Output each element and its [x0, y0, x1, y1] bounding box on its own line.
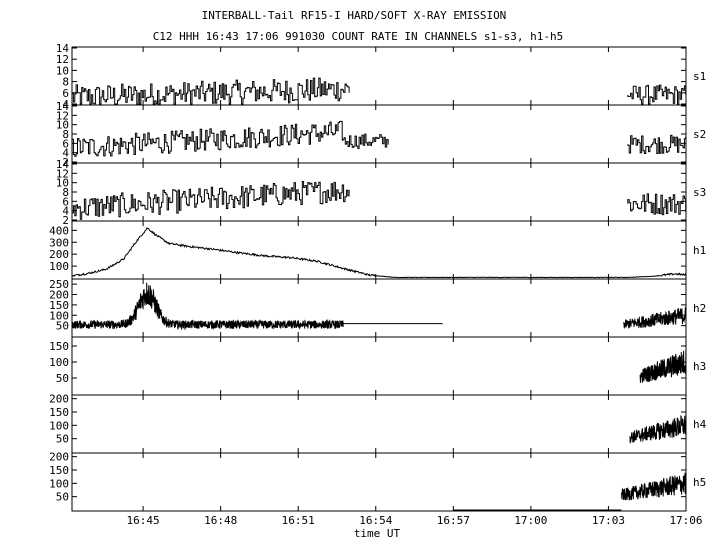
y-tick-label: 10 — [56, 64, 69, 77]
panel-frame-h3 — [71, 336, 687, 396]
channel-label-s3: s3 — [693, 186, 706, 199]
chart-title: INTERBALL-Tail RF15-I HARD/SOFT X-RAY EM… — [202, 9, 507, 22]
x-tick-label: 16:57 — [437, 514, 470, 527]
series-line-s1 — [627, 84, 687, 105]
series-line-h2 — [623, 306, 687, 329]
y-tick-label: 250 — [49, 278, 69, 291]
y-tick-label: 4 — [62, 205, 69, 218]
y-tick-label: 12 — [56, 53, 69, 66]
panel-frame-h4 — [71, 394, 687, 454]
x-axis: 16:45 16:48 16:51 16:54 16:57 17:00 17:03 17:06 — [127, 514, 703, 527]
y-tick-label: 6 — [62, 87, 69, 100]
series-line-s3 — [627, 193, 687, 216]
x-tick-label: 16:48 — [204, 514, 237, 527]
y-tick-label: 50 — [56, 433, 69, 446]
y-tick-label: 2 — [62, 214, 69, 227]
x-tick-label: 16:45 — [127, 514, 160, 527]
y-tick-label: 12 — [56, 109, 69, 122]
y-tick-label: 4 — [62, 147, 69, 160]
y-tick-label: 100 — [49, 309, 69, 322]
series-line-s1 — [71, 77, 350, 105]
y-tick-label: 100 — [49, 260, 69, 273]
y-tick-label: 8 — [62, 128, 69, 141]
y-tick-label: 2 — [62, 156, 69, 169]
x-tick-label: 16:51 — [282, 514, 315, 527]
y-tick-label: 300 — [49, 236, 69, 249]
y-tick-label: 6 — [62, 137, 69, 150]
panel-frame-h5 — [71, 452, 687, 512]
series-line-h4 — [629, 415, 687, 444]
series-line-s3 — [71, 181, 350, 220]
y-tick-label: 50 — [56, 491, 69, 504]
channel-label-s2: s2 — [693, 128, 706, 141]
series-line-h3 — [639, 350, 687, 384]
y-tick-label: 10 — [56, 119, 69, 132]
y-tick-label: 8 — [62, 186, 69, 199]
channel-label-h1: h1 — [693, 244, 706, 257]
series-line-h1 — [71, 227, 687, 279]
panel-h3: 50 100 150 h3 — [49, 336, 706, 396]
y-tick-label: 6 — [62, 195, 69, 208]
y-tick-label: 100 — [49, 419, 69, 432]
series-line-s2 — [342, 133, 389, 149]
channel-label-h5: h5 — [693, 476, 706, 489]
chart-subtitle: C12 HHH 16:43 17:06 991030 COUNT RATE IN… — [153, 30, 564, 43]
y-tick-label: 200 — [49, 451, 69, 464]
panel-frame-h2 — [71, 278, 687, 338]
series-line-h2 — [71, 282, 344, 331]
y-tick-label: 200 — [49, 393, 69, 406]
y-tick-label: 50 — [56, 372, 69, 385]
y-tick-label: 150 — [49, 464, 69, 477]
channel-label-s1: s1 — [693, 70, 706, 83]
panels: 468101214s12468101214s22468101214s310020… — [49, 42, 707, 512]
y-tick-label: 150 — [49, 299, 69, 312]
y-tick-label: 200 — [49, 248, 69, 261]
y-tick-label: 14 — [56, 158, 70, 171]
x-tick-label: 17:06 — [669, 514, 702, 527]
y-tick-label: 8 — [62, 76, 69, 89]
y-tick-label: 400 — [49, 224, 69, 237]
series-line-s2 — [627, 134, 687, 154]
series-line-s2 — [71, 120, 343, 157]
panel-frame-h1 — [71, 220, 687, 280]
y-tick-label: 14 — [56, 100, 70, 113]
y-tick-label: 100 — [49, 477, 69, 490]
series-line-h5 — [620, 472, 687, 501]
y-tick-label: 50 — [56, 320, 69, 333]
channel-label-h2: h2 — [693, 302, 706, 315]
channel-label-h4: h4 — [693, 418, 707, 431]
x-tick-label: 17:00 — [514, 514, 547, 527]
y-tick-label: 14 — [56, 42, 70, 55]
x-axis-label: time UT — [354, 527, 401, 540]
y-tick-label: 12 — [56, 167, 69, 180]
y-tick-label: 10 — [56, 177, 69, 190]
x-tick-label: 16:54 — [359, 514, 392, 527]
x-tick-label: 17:03 — [592, 514, 625, 527]
y-tick-label: 4 — [62, 98, 69, 111]
channel-label-h3: h3 — [693, 360, 706, 373]
y-tick-label: 100 — [49, 356, 69, 369]
y-tick-label: 200 — [49, 289, 69, 302]
y-tick-label: 150 — [49, 406, 69, 419]
y-tick-label: 150 — [49, 340, 69, 353]
